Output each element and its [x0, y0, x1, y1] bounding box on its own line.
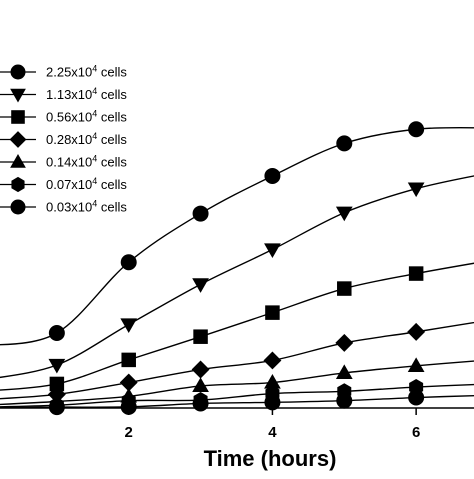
series-line [0, 126, 474, 346]
data-point [121, 352, 136, 368]
legend-label: 0.03x104 cells [46, 199, 127, 215]
data-point [192, 395, 209, 412]
data-point [263, 351, 282, 370]
data-point [336, 392, 353, 409]
data-point [120, 254, 137, 271]
data-point [193, 329, 208, 344]
legend-marker [10, 88, 26, 103]
data-point [335, 206, 353, 222]
legend-marker [10, 64, 26, 80]
data-point [264, 243, 281, 259]
series-5 [0, 357, 474, 408]
legend-entry-7: 0.03x104 cells [0, 199, 127, 215]
data-point [335, 333, 354, 352]
series-1 [0, 121, 474, 346]
legend-marker [10, 153, 26, 168]
series-6 [0, 378, 474, 414]
series-7 [0, 389, 474, 416]
data-point [120, 398, 137, 415]
data-point [192, 377, 209, 393]
legend-marker [11, 110, 25, 124]
legend-marker [10, 199, 26, 215]
data-point [192, 205, 209, 222]
legend: 2.25x104 cells 1.13x104 cells 0.56x104 cel… [0, 64, 127, 215]
data-point [407, 322, 426, 341]
series-line [0, 262, 474, 391]
x-tick-label: 4 [268, 424, 277, 441]
data-point [264, 167, 281, 184]
x-axis-title: Time (hours) [204, 446, 337, 471]
data-point [337, 281, 352, 296]
data-point [48, 358, 66, 374]
series-2 [0, 175, 474, 379]
series-line [0, 175, 474, 379]
x-tick-label: 2 [125, 424, 133, 441]
series-line [0, 383, 474, 408]
legend-entry-4: 0.28x104 cells [0, 131, 127, 148]
data-point [120, 318, 138, 334]
legend-entry-1: 2.25x104 cells [0, 64, 127, 80]
data-point [407, 182, 425, 198]
data-point [407, 357, 425, 372]
data-point [48, 325, 65, 342]
data-point [335, 364, 353, 380]
data-point [264, 394, 281, 411]
legend-label: 0.14x104 cells [46, 154, 127, 170]
legend-entry-6: 0.07x104 cells [0, 176, 127, 193]
series-4 [0, 321, 474, 404]
data-point [408, 266, 424, 281]
data-point [408, 389, 425, 406]
data-point [336, 135, 353, 152]
axes: 2 4 6 [0, 407, 474, 441]
data-point [265, 305, 280, 320]
x-tick-label: 6 [412, 424, 420, 441]
data-point [192, 278, 209, 293]
series-3 [0, 262, 474, 392]
legend-label: 0.07x104 cells [46, 176, 127, 192]
data-point [191, 360, 210, 379]
data-point [48, 399, 65, 416]
legend-marker [11, 176, 25, 193]
legend-marker [9, 131, 27, 148]
legend-label: 0.28x104 cells [46, 131, 127, 147]
legend-label: 2.25x104 cells [46, 64, 127, 80]
legend-label: 1.13x104 cells [46, 86, 127, 102]
legend-entry-2: 1.13x104 cells [0, 86, 127, 103]
data-point [408, 121, 425, 138]
series-layer [0, 121, 474, 416]
legend-label: 0.56x104 cells [46, 109, 127, 125]
legend-entry-3: 0.56x104 cells [0, 109, 127, 125]
legend-entry-5: 0.14x104 cells [0, 154, 127, 170]
